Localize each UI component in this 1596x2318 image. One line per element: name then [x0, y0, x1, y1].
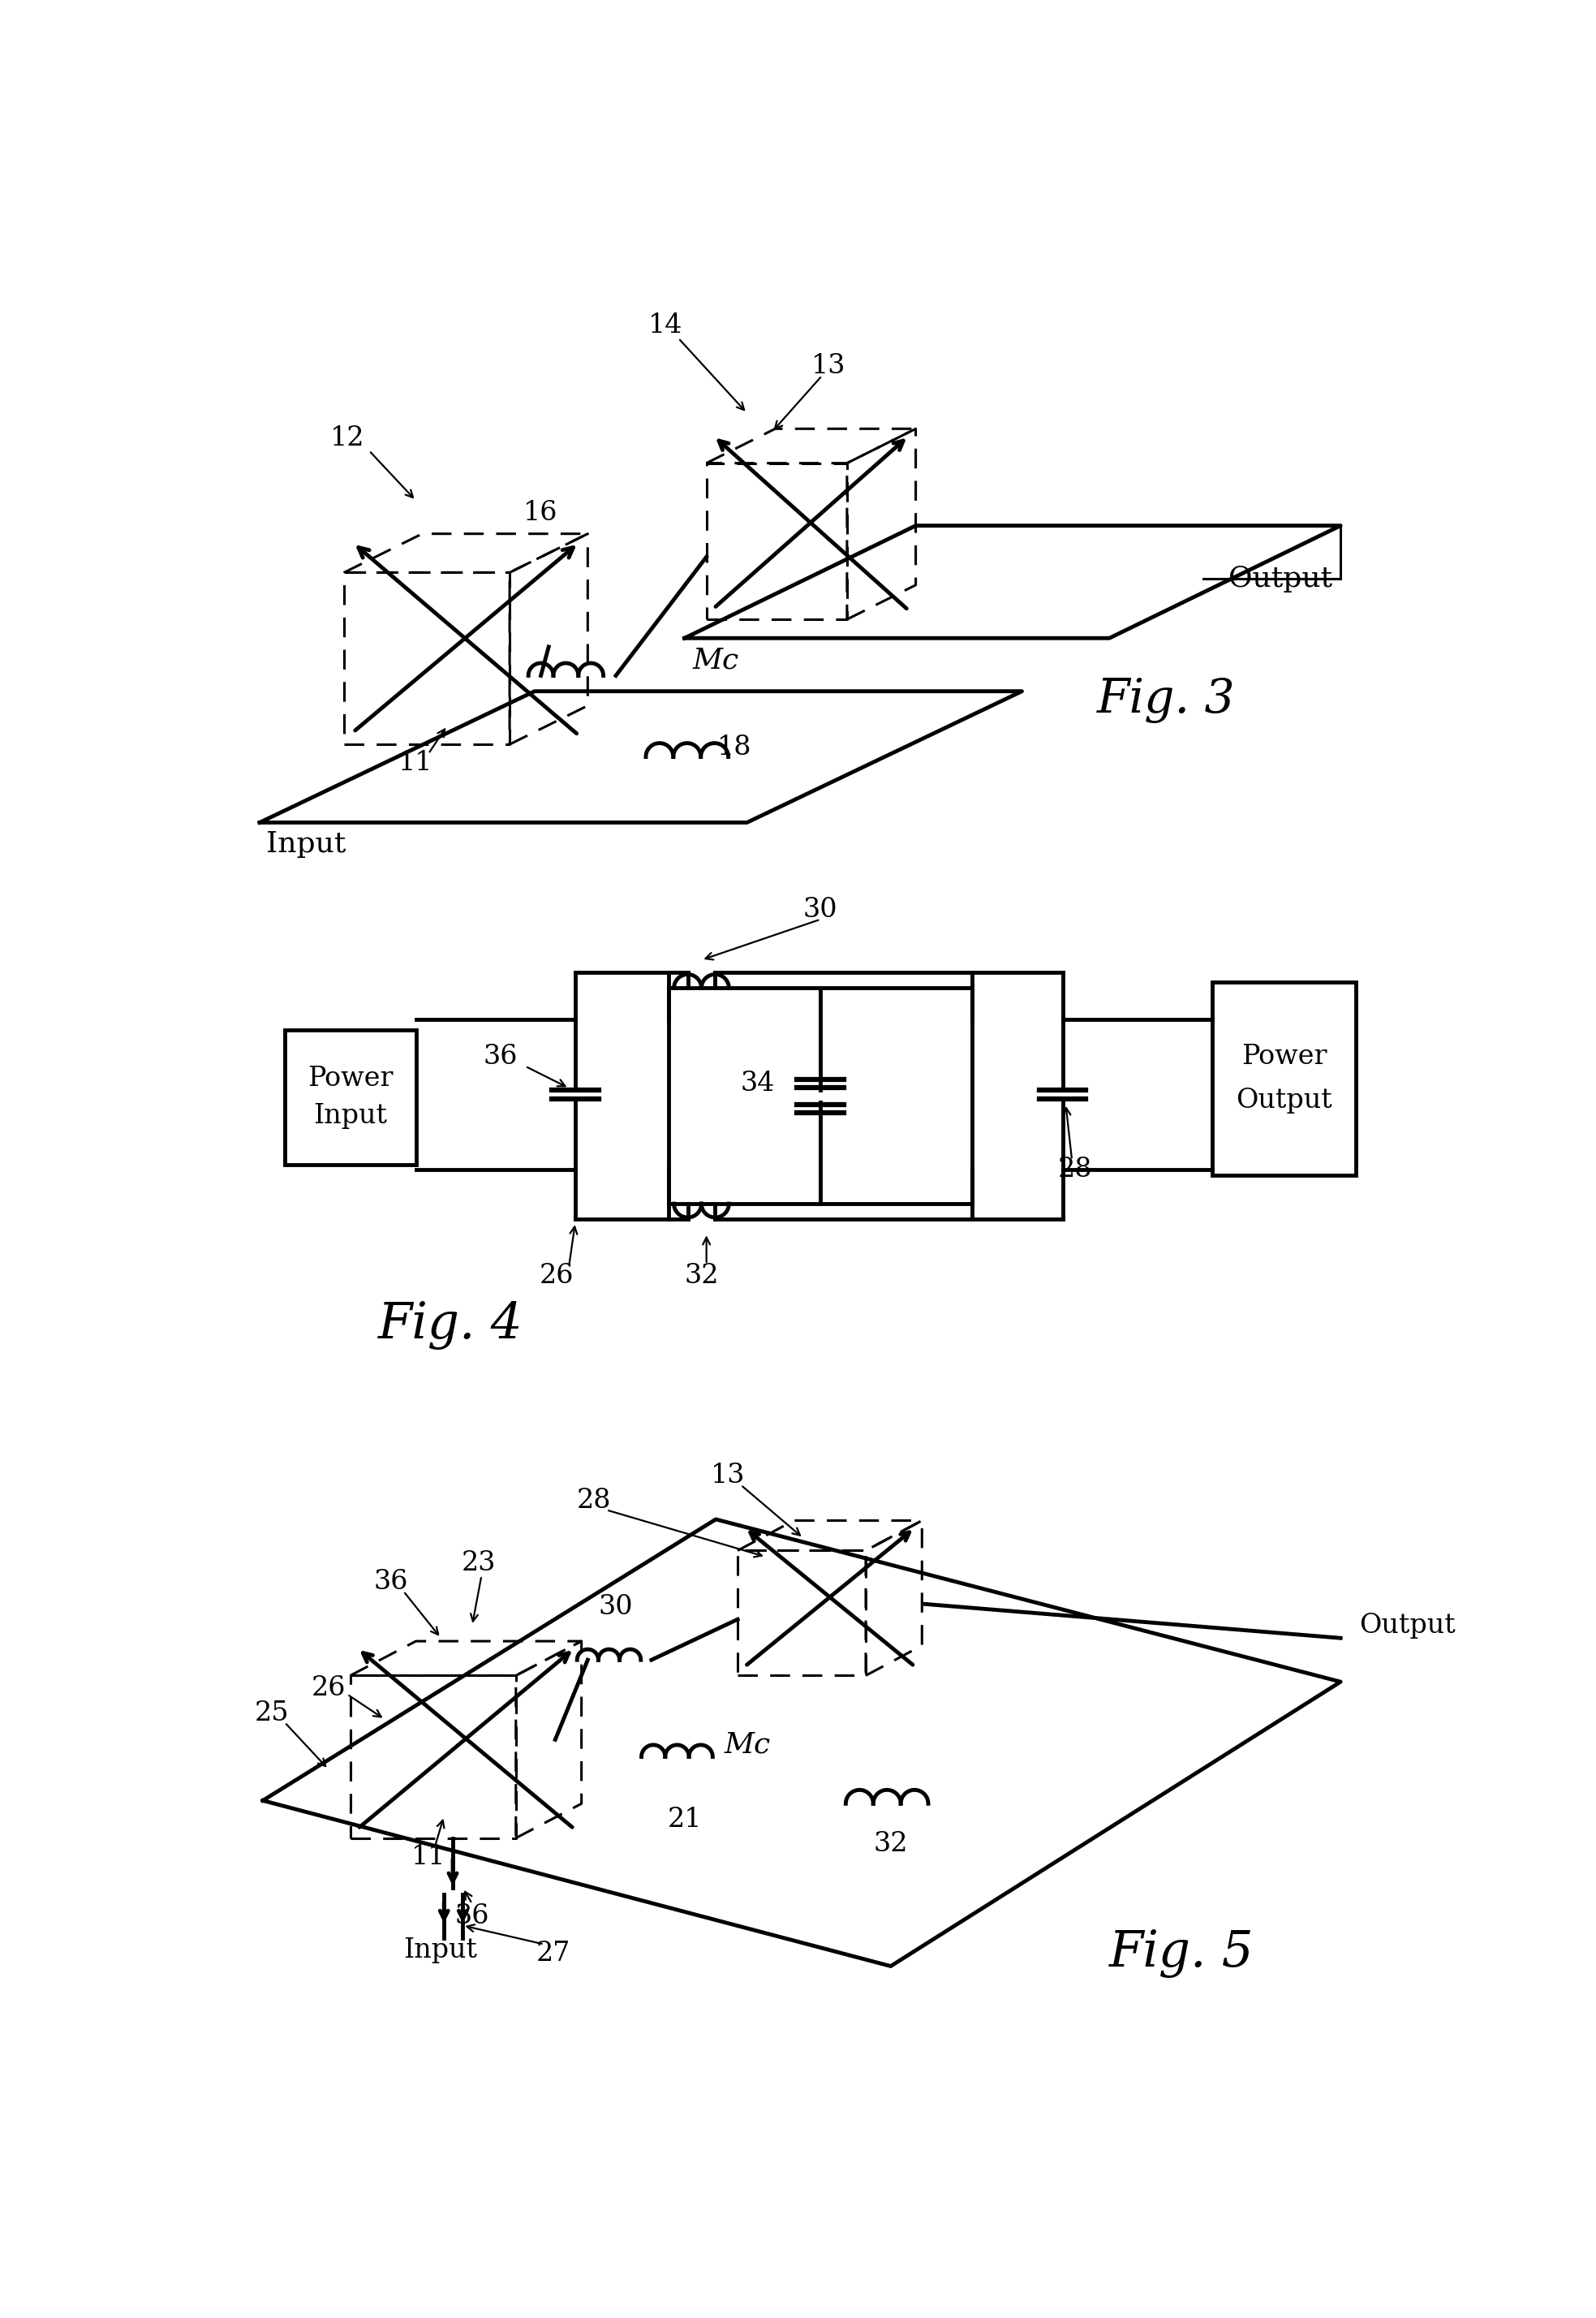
Text: 27: 27	[536, 1940, 570, 1966]
Text: Input: Input	[404, 1938, 477, 1963]
Text: 21: 21	[667, 1806, 702, 1831]
Text: Power: Power	[1242, 1043, 1328, 1071]
Text: 12: 12	[330, 424, 364, 452]
Text: Mc: Mc	[693, 647, 739, 675]
Text: Fig. 4: Fig. 4	[378, 1300, 523, 1349]
Text: 32: 32	[685, 1263, 718, 1289]
Text: 16: 16	[523, 501, 559, 526]
Text: 26: 26	[311, 1676, 346, 1701]
Bar	[284, 1029, 417, 1164]
Text: 11: 11	[399, 751, 433, 777]
Text: Mc: Mc	[725, 1732, 771, 1757]
Text: 34: 34	[741, 1071, 776, 1096]
Text: 14: 14	[648, 313, 683, 338]
Text: 23: 23	[461, 1551, 496, 1576]
Text: Output: Output	[1227, 566, 1333, 593]
Text: Fig. 3: Fig. 3	[1096, 677, 1235, 723]
Text: 11: 11	[412, 1843, 445, 1871]
Text: 28: 28	[1058, 1157, 1092, 1182]
Text: 25: 25	[255, 1699, 289, 1727]
Text: 26: 26	[539, 1263, 573, 1289]
Text: Input: Input	[313, 1103, 388, 1129]
Text: 13: 13	[811, 352, 846, 380]
Text: 30: 30	[803, 897, 838, 923]
Text: 36: 36	[373, 1569, 409, 1595]
Bar	[1213, 983, 1357, 1175]
Text: 30: 30	[598, 1595, 634, 1620]
Text: 18: 18	[717, 735, 752, 760]
Text: Output: Output	[1360, 1613, 1456, 1639]
Text: Fig. 5: Fig. 5	[1109, 1929, 1254, 1977]
Text: 32: 32	[873, 1831, 908, 1857]
Text: 28: 28	[576, 1488, 611, 1514]
Text: 36: 36	[455, 1903, 490, 1929]
Text: 13: 13	[712, 1463, 745, 1488]
Text: Input: Input	[267, 830, 346, 858]
Text: Output: Output	[1237, 1087, 1333, 1113]
Text: 36: 36	[484, 1043, 517, 1071]
Text: Power: Power	[308, 1066, 393, 1092]
